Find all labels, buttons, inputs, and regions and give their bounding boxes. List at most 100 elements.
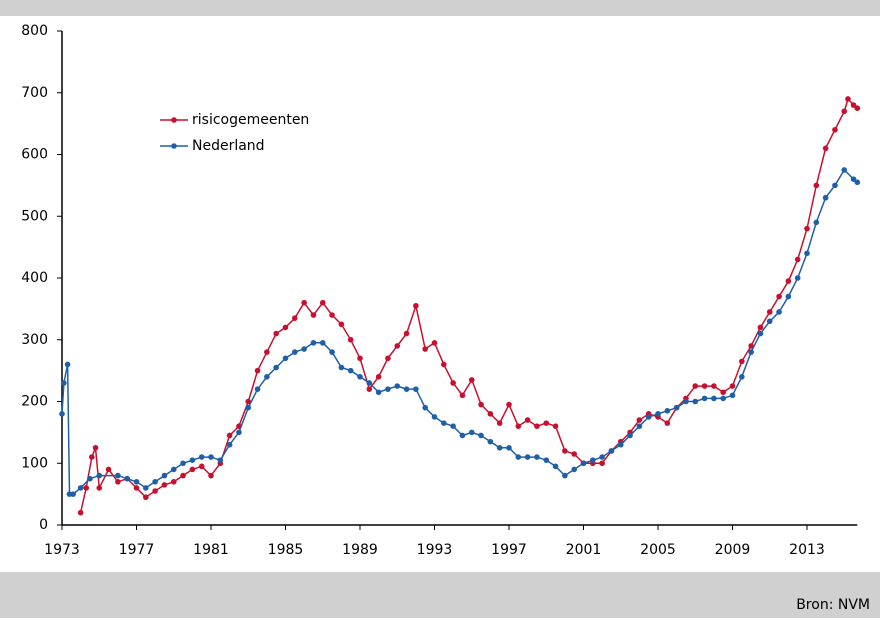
data-point (385, 386, 391, 392)
data-point (83, 485, 90, 491)
data-point (115, 478, 121, 485)
data-point (413, 386, 419, 392)
data-point (77, 485, 84, 491)
data-point (673, 404, 680, 411)
y-tick-label: 600 (21, 147, 48, 163)
source-note: Bron: NVM (796, 597, 870, 613)
x-tick-label: 2009 (715, 542, 751, 558)
data-point (273, 330, 279, 337)
data-point (282, 324, 289, 331)
data-point (468, 377, 475, 383)
data-point (506, 445, 512, 451)
data-point (347, 367, 354, 374)
data-point (766, 318, 773, 325)
data-point (534, 454, 540, 460)
data-point (822, 194, 829, 201)
data-point (115, 472, 121, 479)
data-point (245, 398, 252, 405)
data-point (152, 478, 158, 485)
data-point (96, 485, 103, 491)
data-point (403, 386, 410, 392)
data-point (478, 401, 484, 408)
data-point (208, 454, 214, 460)
x-tick-label: 2005 (640, 542, 676, 558)
data-point (496, 420, 503, 426)
data-point (599, 460, 605, 467)
data-point (552, 463, 559, 470)
data-point (329, 312, 335, 318)
data-point (845, 96, 851, 102)
data-point (794, 256, 801, 263)
data-point (729, 392, 736, 399)
data-point (143, 485, 149, 491)
data-point (776, 309, 782, 315)
data-point (711, 383, 717, 389)
data-point (562, 448, 568, 454)
data-point (170, 478, 177, 485)
data-point (357, 355, 363, 362)
data-point (664, 420, 671, 426)
data-point (804, 225, 810, 232)
data-point (683, 398, 689, 405)
data-point (310, 312, 317, 318)
data-point (608, 448, 615, 454)
data-point (785, 293, 792, 300)
data-point (301, 346, 307, 352)
legend-marker (171, 143, 177, 149)
data-point (450, 380, 456, 386)
y-tick-label: 700 (21, 85, 48, 101)
data-point (366, 380, 373, 386)
data-point (496, 445, 503, 451)
data-point (422, 346, 428, 352)
y-tick-label: 0 (39, 517, 48, 533)
data-point (832, 127, 838, 133)
data-point (459, 432, 466, 439)
data-point (217, 457, 224, 463)
data-point (468, 429, 475, 436)
y-tick-label: 300 (21, 332, 48, 348)
data-point (431, 340, 438, 346)
data-point (487, 411, 494, 417)
data-point (198, 454, 205, 460)
legend-marker (171, 117, 177, 123)
data-point (310, 340, 317, 346)
data-point (180, 460, 186, 467)
data-point (701, 383, 708, 389)
data-point (524, 417, 531, 423)
data-point (61, 380, 67, 386)
series-line (61, 168, 858, 495)
x-tick-label: 2013 (789, 542, 825, 558)
data-point (813, 219, 820, 226)
data-point (794, 275, 801, 281)
data-point (599, 454, 605, 460)
bottom-band (0, 572, 880, 618)
data-point (394, 383, 401, 389)
data-point (264, 374, 270, 380)
data-point (627, 432, 633, 439)
data-point (854, 105, 861, 111)
data-point (450, 423, 456, 430)
data-point (739, 358, 745, 365)
data-point (87, 475, 93, 482)
x-tick-label: 1993 (417, 542, 453, 558)
data-point (133, 478, 140, 485)
data-point (729, 383, 736, 389)
data-point (748, 343, 754, 349)
data-point (757, 330, 764, 337)
data-point (739, 374, 745, 380)
data-point (133, 485, 140, 491)
data-point (571, 451, 577, 457)
data-point (319, 299, 326, 306)
data-point (850, 176, 857, 182)
data-point (96, 472, 103, 479)
data-point (357, 374, 363, 380)
data-point (375, 389, 382, 396)
data-point (180, 472, 186, 479)
data-point (692, 398, 699, 405)
data-point (441, 420, 447, 426)
data-point (198, 463, 205, 470)
data-point (394, 343, 401, 349)
data-point (226, 441, 233, 448)
